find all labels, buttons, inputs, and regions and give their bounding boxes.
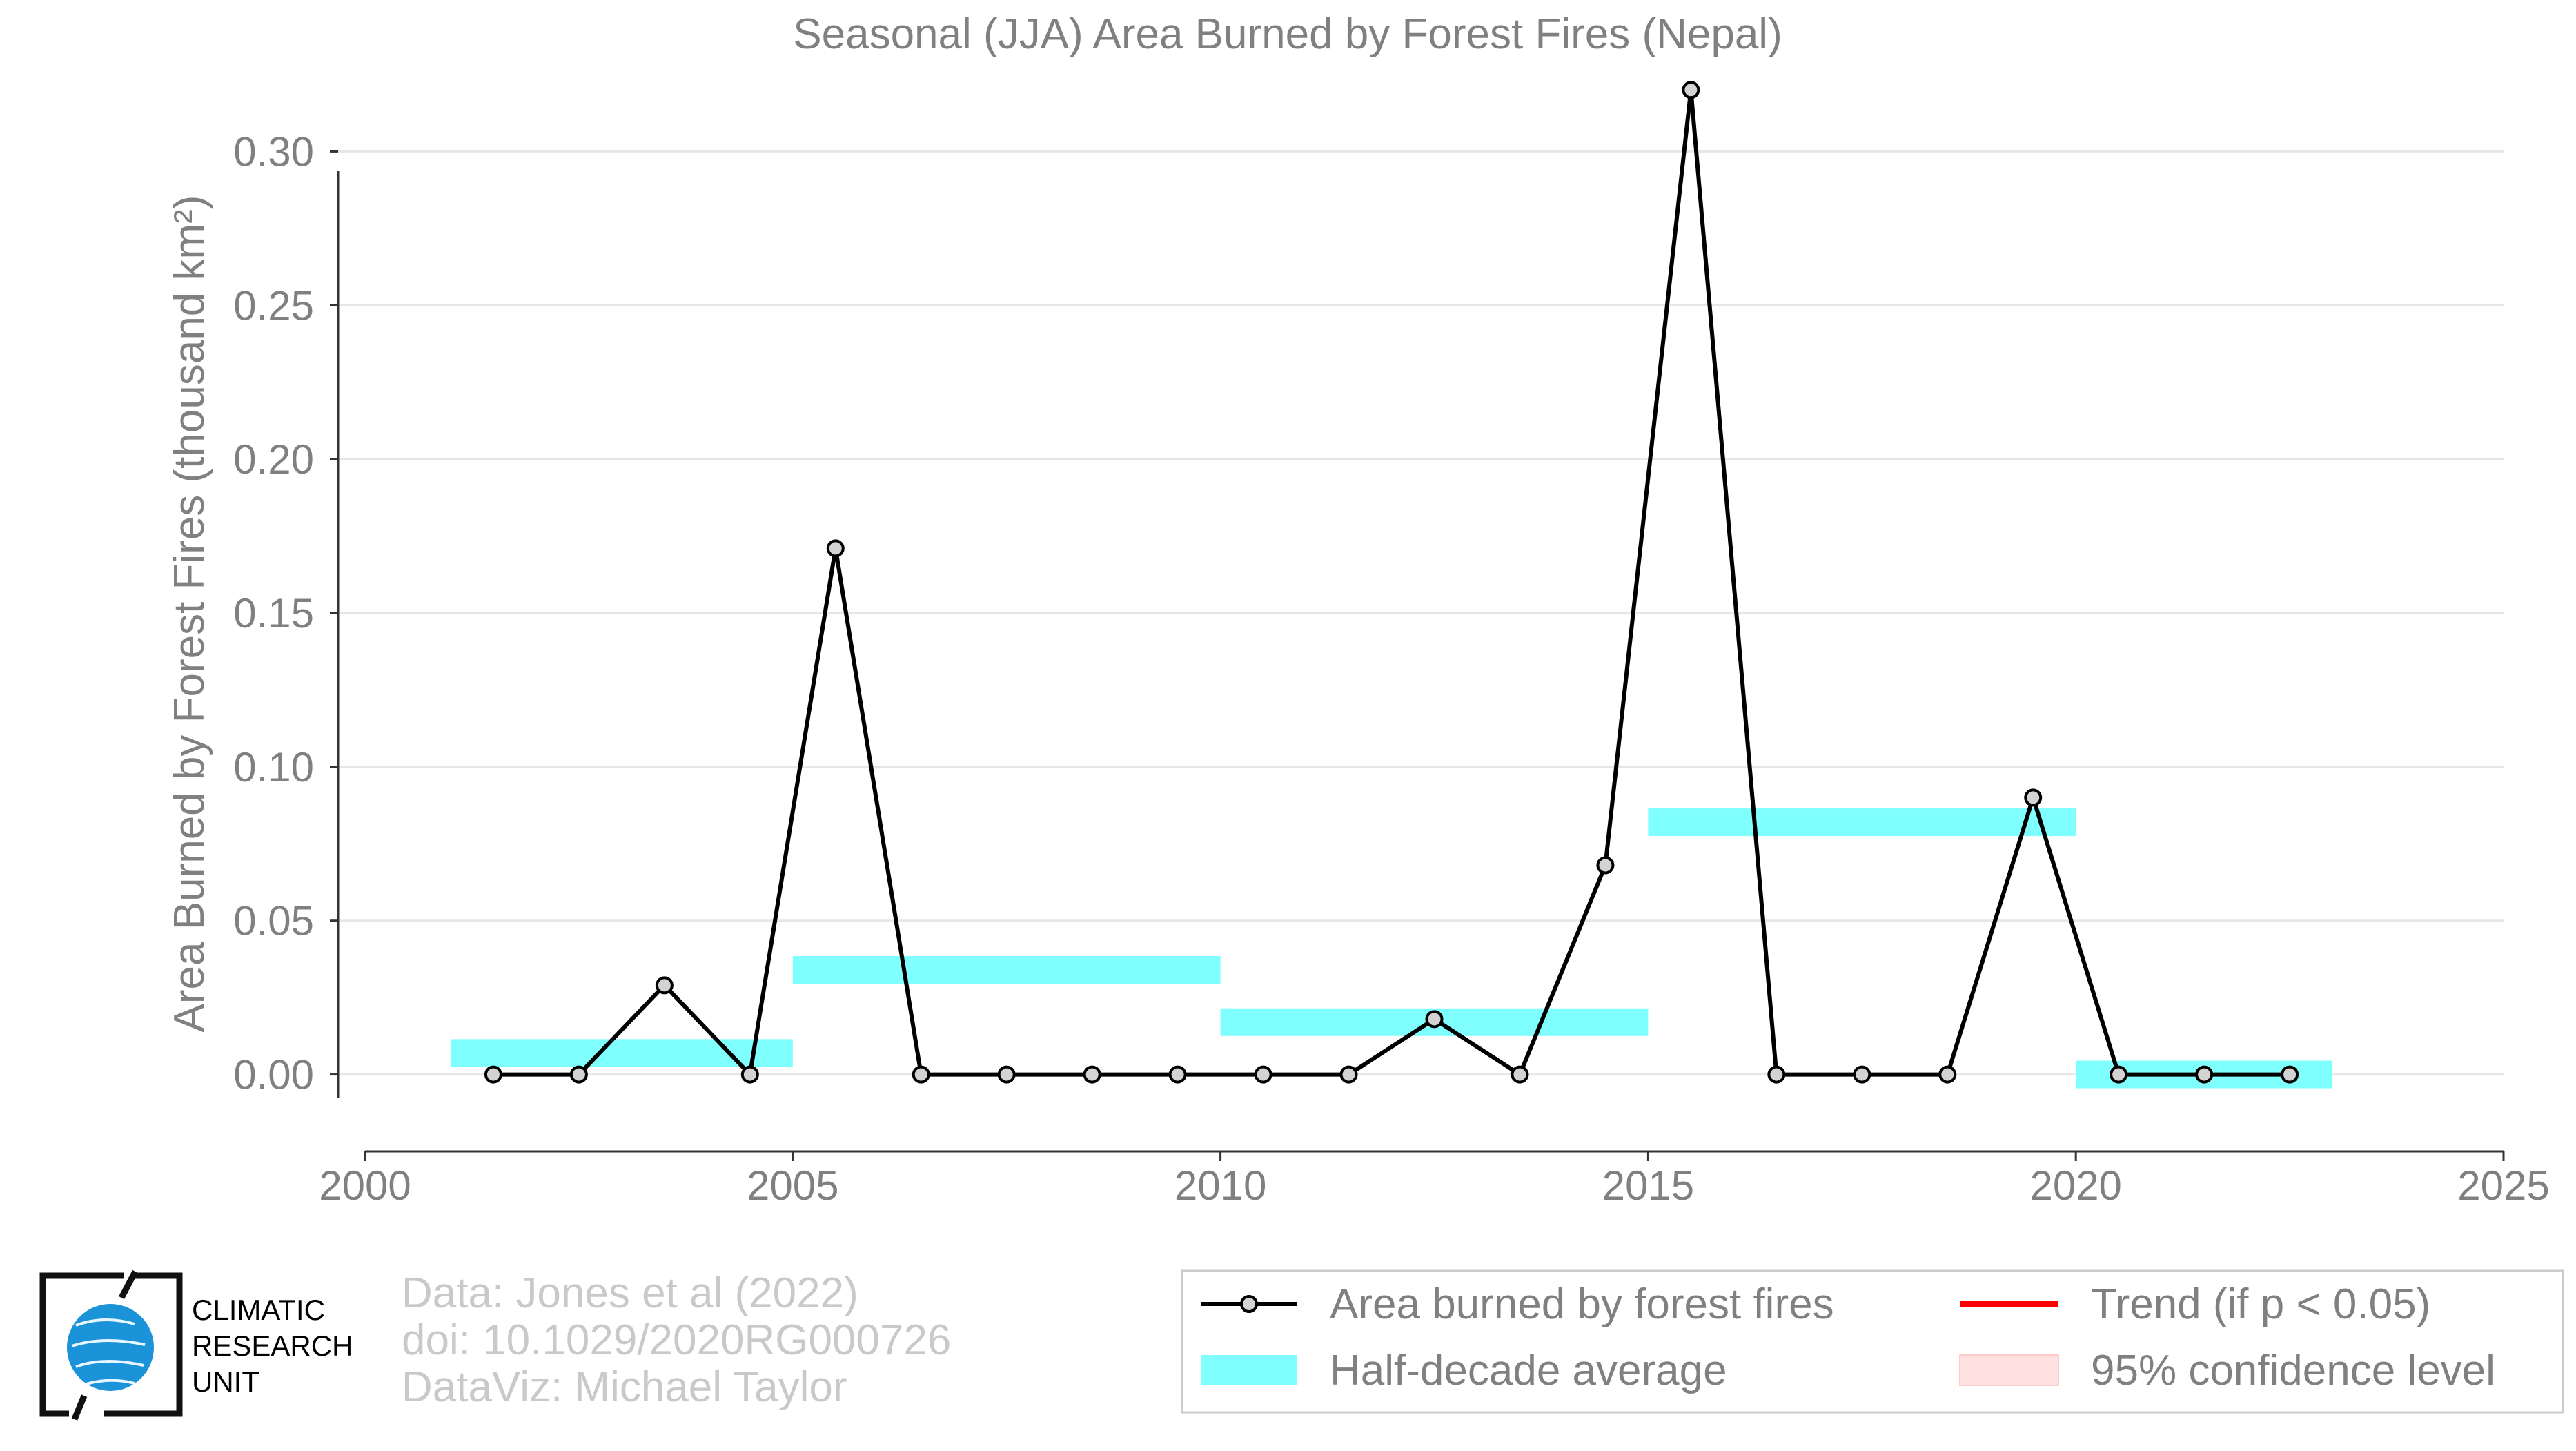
data-point (1853, 1065, 1871, 1084)
globe-contour (71, 1318, 146, 1385)
data-point (655, 976, 674, 995)
series-area-burned (484, 81, 2299, 1084)
y-tick-label: 0.25 (233, 282, 314, 329)
y-axis: 0.00 0.05 0.10 0.15 0.20 0.25 0.30 (233, 128, 340, 1098)
data-point (2110, 1065, 2128, 1084)
x-axis: 2000 2005 2010 2015 2020 2025 (319, 1150, 2550, 1209)
grid-lines (338, 150, 2504, 1076)
data-point (1425, 1010, 1444, 1029)
y-tick-label: 0.00 (233, 1052, 314, 1098)
half-decade-bar (1648, 808, 2076, 837)
x-tick-label: 2000 (319, 1162, 411, 1209)
data-point (1767, 1065, 1786, 1084)
data-point (1168, 1065, 1187, 1084)
x-tick-label: 2010 (1174, 1162, 1266, 1209)
legend-band-swatch (1201, 1355, 1297, 1385)
series-line (493, 88, 2290, 1077)
globe-icon (67, 1304, 154, 1391)
logo-slash (71, 1394, 88, 1421)
cru-logo-text: CLIMATIC RESEARCH UNIT (192, 1292, 353, 1400)
logo-bracket-right (104, 1272, 183, 1417)
data-point (2024, 788, 2043, 807)
legend-label-area-burned: Area burned by forest fires (1330, 1280, 1834, 1328)
credit-doi: doi: 10.1029/2020RG000726 (402, 1316, 952, 1364)
data-point (1511, 1065, 1529, 1084)
logo-line-1: CLIMATIC (192, 1294, 325, 1326)
logo-line-3: UNIT (192, 1365, 259, 1398)
data-point (2195, 1065, 2214, 1084)
half-decade-bar (792, 956, 1221, 984)
data-point (484, 1065, 502, 1084)
data-point (1596, 856, 1615, 875)
cru-logo (39, 1269, 183, 1421)
data-point (912, 1065, 930, 1084)
credits: Data: Jones et al (2022) doi: 10.1029/20… (402, 1270, 951, 1411)
y-tick-label: 0.15 (233, 590, 314, 636)
y-tick-label: 0.10 (233, 744, 314, 790)
legend-label-trend: Trend (if p < 0.05) (2091, 1280, 2430, 1328)
legend-label-half-decade: Half-decade average (1330, 1347, 1727, 1394)
data-point (826, 539, 845, 558)
logo-line-2: RESEARCH (192, 1330, 353, 1362)
data-point (2281, 1065, 2299, 1084)
legend-marker-swatch (1240, 1295, 1258, 1313)
data-point (740, 1065, 759, 1084)
x-tick-label: 2015 (1602, 1162, 1694, 1209)
logo-bracket-left (39, 1272, 124, 1417)
y-tick-label: 0.05 (233, 898, 314, 944)
x-tick-label: 2005 (747, 1162, 838, 1209)
data-point (997, 1065, 1016, 1084)
data-point (1339, 1065, 1358, 1084)
legend: Area burned by forest fires Trend (if p … (1181, 1269, 2564, 1414)
data-point (1682, 81, 1700, 99)
legend-box (1181, 1269, 2564, 1414)
y-axis-label: Area Burned by Forest Fires (thousand km… (166, 195, 213, 1033)
chart-title: Seasonal (JJA) Area Burned by Forest Fir… (793, 10, 1782, 58)
data-point (1083, 1065, 1101, 1084)
credit-dataviz: DataViz: Michael Taylor (402, 1363, 847, 1411)
data-point (1254, 1065, 1272, 1084)
data-point (1938, 1065, 1957, 1084)
credit-data: Data: Jones et al (2022) (402, 1269, 858, 1317)
logo-slash (119, 1269, 138, 1300)
data-point (569, 1065, 588, 1084)
legend-ci-swatch (1959, 1354, 2059, 1386)
legend-label-confidence: 95% confidence level (2091, 1347, 2495, 1394)
x-tick-label: 2025 (2457, 1162, 2549, 1209)
x-tick-label: 2020 (2029, 1162, 2121, 1209)
y-tick-label: 0.30 (233, 128, 314, 175)
y-tick-label: 0.20 (233, 436, 314, 483)
